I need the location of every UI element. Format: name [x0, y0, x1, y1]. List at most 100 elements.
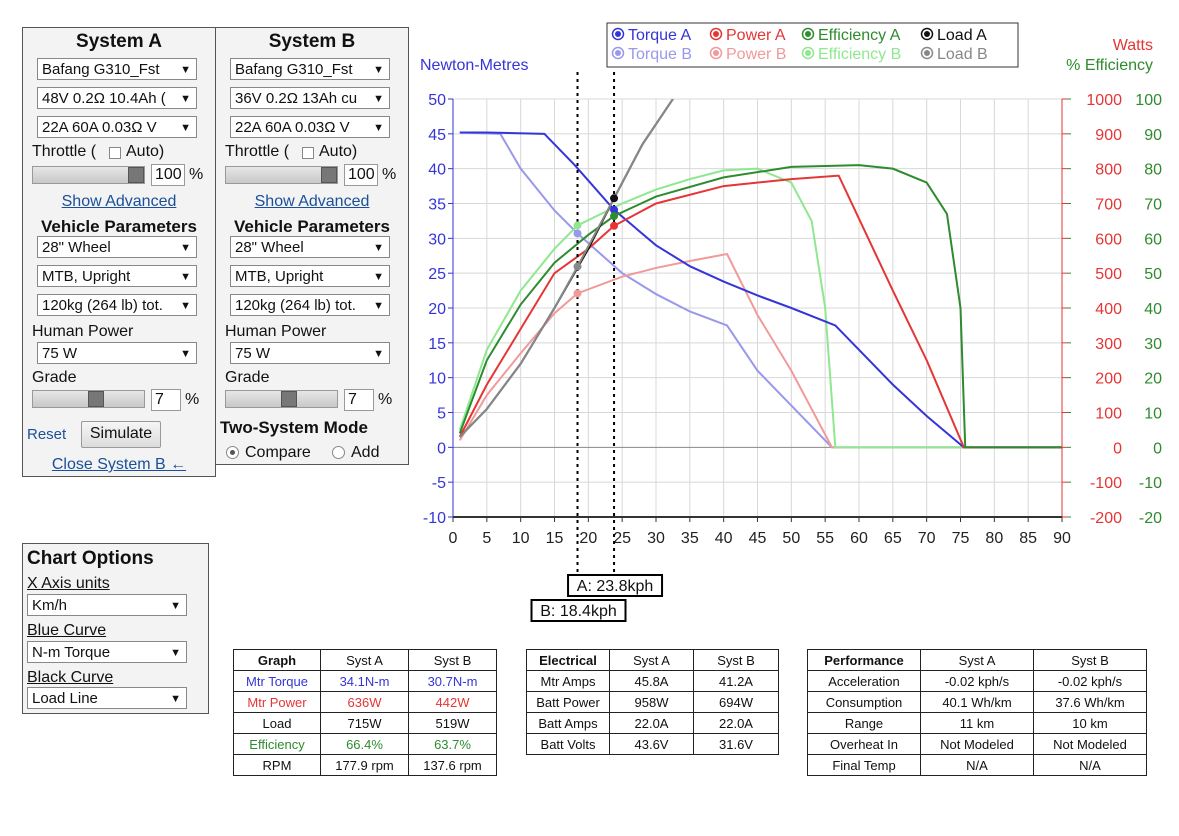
slider-thumb	[281, 391, 297, 407]
table-cell: 694W	[693, 691, 779, 713]
auto-label: Auto)	[319, 143, 358, 160]
grade-slider[interactable]	[225, 390, 338, 408]
x-tick-label: 20	[579, 530, 597, 547]
x-tick-label: 30	[647, 530, 665, 547]
show-advanced-link[interactable]: Show Advanced	[254, 193, 370, 210]
dropdown[interactable]: Bafang G310_Fst ▼	[230, 58, 390, 80]
dropdown[interactable]: Km/h ▼	[27, 594, 187, 616]
legend-label: Load B	[937, 46, 988, 63]
x-tick-label: 45	[749, 530, 767, 547]
panel-title: System B	[268, 31, 356, 52]
dropdown[interactable]: MTB, Upright ▼	[230, 265, 390, 287]
dropdown-value: 75 W	[42, 345, 78, 362]
dropdown[interactable]: 75 W ▼	[37, 342, 197, 364]
table-cell: Overheat In	[807, 733, 921, 755]
series-line	[459, 131, 1062, 449]
dropdown[interactable]: Bafang G310_Fst ▼	[37, 58, 197, 80]
y3-tick-label: 70	[1144, 197, 1162, 214]
compare-radio[interactable]	[226, 446, 239, 459]
table-cell: Mtr Power	[233, 691, 321, 713]
grade-input[interactable]: 7	[344, 389, 374, 411]
x-tick-label: 50	[782, 530, 800, 547]
reset-link[interactable]: Reset	[27, 426, 67, 443]
throttle-input[interactable]: 100	[151, 164, 185, 186]
dropdown[interactable]: 120kg (264 lb) tot. ▼	[230, 294, 390, 316]
y3-tick-label: -10	[1139, 475, 1162, 492]
human-power-label: Human Power	[32, 323, 134, 340]
table-row: Consumption 40.1 Wh/km 37.6 Wh/km	[807, 691, 1147, 713]
table-row: Range 11 km 10 km	[807, 712, 1147, 734]
dropdown-arrow: ▼	[180, 64, 191, 76]
close-system-b-link[interactable]: Close System B ←	[51, 456, 187, 473]
table-cell: Not Modeled	[920, 733, 1034, 755]
legend-icon-dot	[713, 31, 719, 37]
cursor-label-box	[530, 599, 627, 622]
dropdown[interactable]: 22A 60A 0.03Ω V ▼	[37, 116, 197, 138]
chart-options-title: Chart Options	[27, 548, 154, 569]
throttle-input[interactable]: 100	[344, 164, 378, 186]
auto-checkbox[interactable]	[302, 147, 314, 159]
y2-tick-label: -200	[1090, 510, 1122, 527]
table-cell: -0.02 kph/s	[1033, 670, 1147, 692]
table-cell: Efficiency	[233, 733, 321, 755]
throttle-slider[interactable]	[225, 166, 338, 184]
x-tick-label: 15	[546, 530, 564, 547]
dropdown[interactable]: N-m Torque ▼	[27, 641, 187, 663]
dropdown-value: Load Line	[32, 690, 98, 707]
series-line	[458, 167, 1062, 449]
dropdown-arrow: ▼	[373, 93, 384, 105]
table-cell: Batt Volts	[526, 733, 610, 755]
legend-icon-dot	[615, 50, 621, 56]
dropdown[interactable]: 22A 60A 0.03Ω V ▼	[230, 116, 390, 138]
dropdown[interactable]: 28" Wheel ▼	[230, 236, 390, 258]
dropdown[interactable]: Load Line ▼	[27, 687, 187, 709]
y3-tick-label: 0	[1153, 440, 1162, 457]
simulate-button[interactable]: Simulate	[81, 421, 161, 448]
x-tick-label: 10	[512, 530, 530, 547]
x-tick-label: 40	[715, 530, 733, 547]
y2-tick-label: 700	[1095, 197, 1122, 214]
y2-tick-label: 1000	[1086, 92, 1122, 109]
table-cell: 22.0A	[693, 712, 779, 734]
dropdown[interactable]: 36V 0.2Ω 13Ah cu ▼	[230, 87, 390, 109]
cursor-dot	[573, 229, 582, 238]
add-label: Add	[351, 444, 380, 461]
table-row: Mtr Amps 45.8A 41.2A	[526, 670, 779, 692]
y-tick-label: -10	[423, 510, 446, 527]
legend-label: Power B	[726, 46, 786, 63]
slider-thumb	[128, 167, 144, 183]
y2-tick-label: 300	[1095, 336, 1122, 353]
dropdown[interactable]: 28" Wheel ▼	[37, 236, 197, 258]
add-radio[interactable]	[332, 446, 345, 459]
dropdown[interactable]: 48V 0.2Ω 10.4Ah (▼	[37, 87, 197, 109]
dropdown[interactable]: 75 W ▼	[230, 342, 390, 364]
cursor-dot	[610, 205, 619, 214]
dropdown[interactable]: MTB, Upright ▼	[37, 265, 197, 287]
x-tick-label: 0	[449, 530, 458, 547]
dropdown[interactable]: 120kg (264 lb) tot. ▼	[37, 294, 197, 316]
table-cell: 519W	[408, 712, 497, 734]
table-cell: 31.6V	[693, 733, 779, 755]
grade-input[interactable]: 7	[151, 389, 181, 411]
dropdown-value: 28" Wheel	[42, 239, 111, 256]
table-cell: 958W	[609, 691, 694, 713]
y-tick-label: 25	[428, 266, 446, 283]
show-advanced-link[interactable]: Show Advanced	[61, 193, 177, 210]
dropdown-arrow: ▼	[170, 647, 181, 659]
results-table: Graph Syst A Syst B Mtr Torque 34.1N-m 30.7N-…	[233, 649, 497, 776]
dropdown-value: MTB, Upright	[235, 268, 324, 285]
dropdown-arrow: ▼	[180, 122, 191, 134]
y-tick-label: 30	[428, 231, 446, 248]
dropdown-arrow: ▼	[180, 242, 191, 254]
table-cell: -0.02 kph/s	[920, 670, 1034, 692]
grade-slider[interactable]	[32, 390, 145, 408]
series-line	[458, 252, 1062, 449]
legend-label: Efficiency B	[818, 46, 901, 63]
dropdown-value: 22A 60A 0.03Ω V	[235, 119, 350, 136]
throttle-slider[interactable]	[32, 166, 145, 184]
x-tick-label: 60	[850, 530, 868, 547]
auto-checkbox[interactable]	[109, 147, 121, 159]
x-tick-label: 80	[985, 530, 1003, 547]
y-axis-label: Newton-Metres	[420, 57, 528, 74]
header-cell: Performance	[807, 649, 921, 671]
